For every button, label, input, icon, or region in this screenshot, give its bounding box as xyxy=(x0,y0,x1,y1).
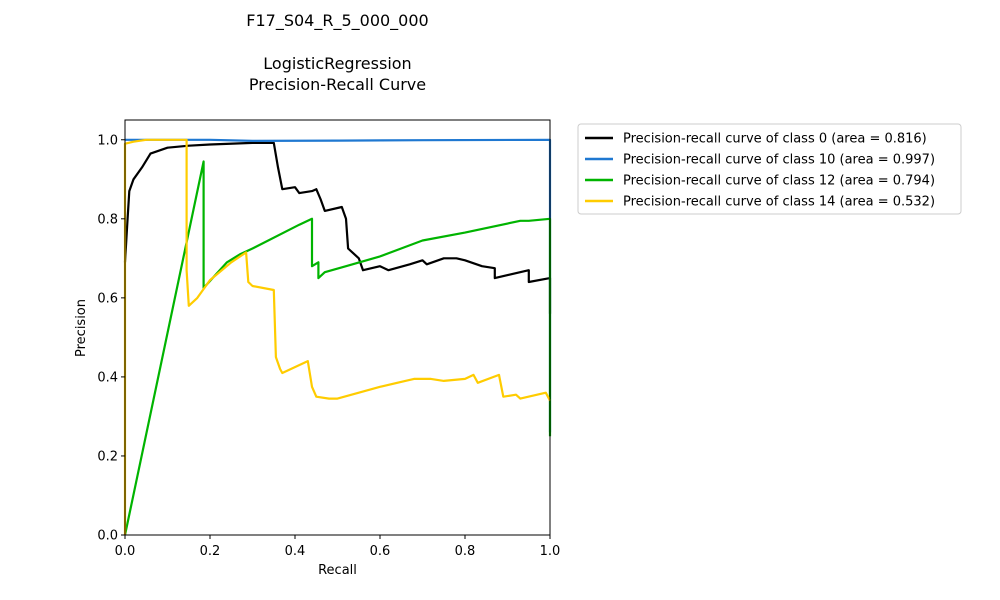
y-axis: 0.0 0.2 0.4 0.6 0.8 1.0 xyxy=(97,133,125,544)
y-tick-label: 0.4 xyxy=(97,370,118,385)
x-tick-label: 0.6 xyxy=(370,544,391,559)
x-tick-label: 1.0 xyxy=(540,544,561,559)
x-axis: 0.0 0.2 0.4 0.6 0.8 1.0 xyxy=(115,535,561,559)
series-line-1 xyxy=(125,138,552,433)
x-tick-label: 0.0 xyxy=(115,544,136,559)
chart-title-line-3: LogisticRegression xyxy=(263,54,412,73)
series-line-3 xyxy=(123,138,551,535)
y-tick-label: 0.0 xyxy=(97,529,118,544)
legend-label: Precision-recall curve of class 12 (area… xyxy=(623,174,935,189)
x-tick-label: 0.8 xyxy=(455,544,476,559)
legend-box xyxy=(577,123,962,215)
y-tick-label: 0.6 xyxy=(97,291,118,306)
legend-label: Precision-recall curve of class 14 (area… xyxy=(623,195,935,210)
series-line-0 xyxy=(123,141,552,314)
series-line-2 xyxy=(123,160,552,536)
y-tick-label: 0.2 xyxy=(97,449,118,464)
y-tick-label: 1.0 xyxy=(97,133,118,148)
chart-title-line-1: F17_S04_R_5_000_000 xyxy=(246,11,429,30)
x-axis-label: Recall xyxy=(318,563,357,578)
y-tick-label: 0.8 xyxy=(97,212,118,227)
legend-label: Precision-recall curve of class 10 (area… xyxy=(623,153,935,168)
plot-lines xyxy=(123,138,552,536)
x-tick-label: 0.4 xyxy=(285,544,306,559)
y-axis-label: Precision xyxy=(74,299,89,357)
chart-title-line-4: Precision-Recall Curve xyxy=(248,75,427,94)
plot-frame xyxy=(124,119,551,536)
legend-label: Precision-recall curve of class 0 (area … xyxy=(623,132,927,147)
x-tick-label: 0.2 xyxy=(200,544,221,559)
legend: Precision-recall curve of class 0 (area … xyxy=(577,123,962,215)
